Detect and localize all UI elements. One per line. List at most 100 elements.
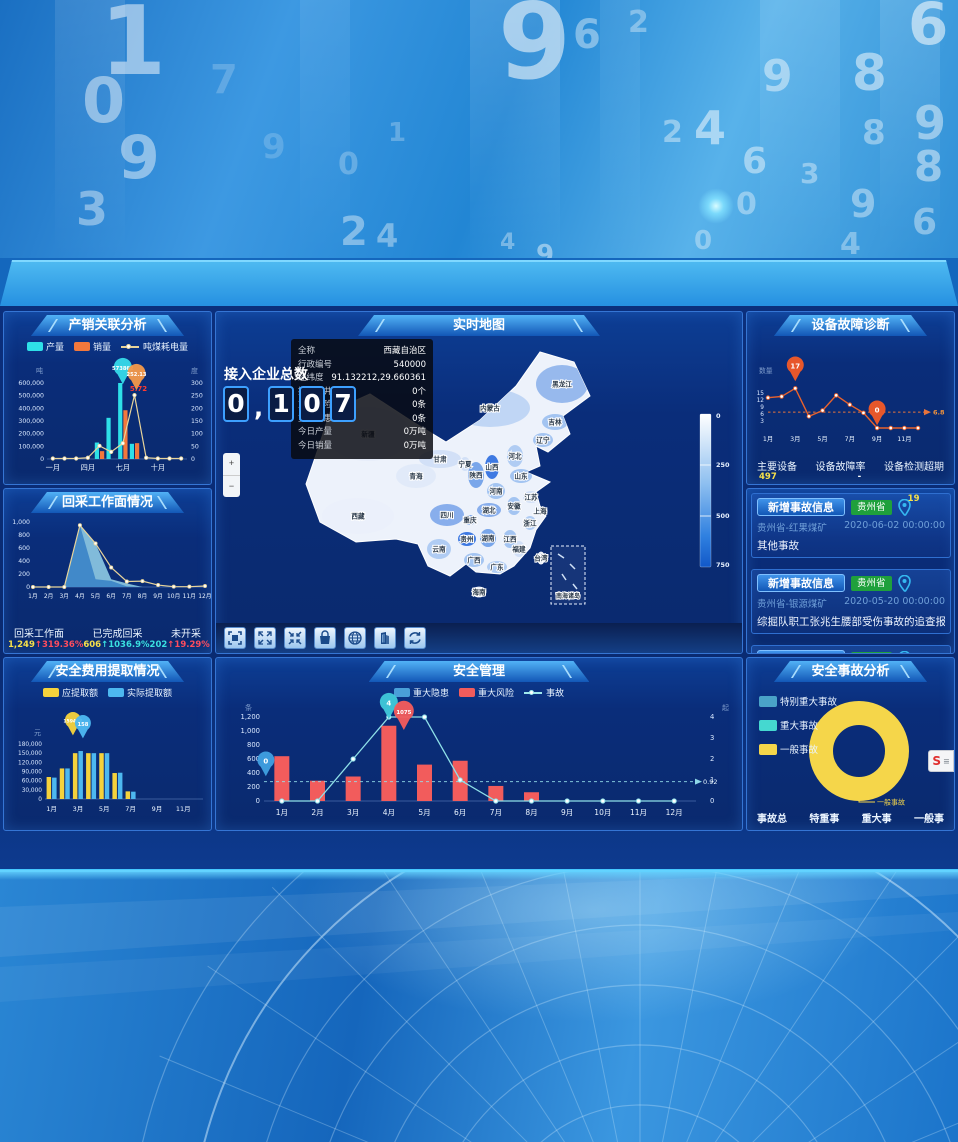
bar-sales[interactable]	[135, 443, 140, 459]
province-area-广东[interactable]	[487, 561, 507, 573]
map-province-label[interactable]: 云南	[431, 543, 447, 554]
new-accident-button[interactable]: 新增事故信息	[757, 498, 845, 516]
bar-production[interactable]	[94, 442, 99, 459]
refresh-icon[interactable]	[404, 627, 426, 649]
province-area-青海[interactable]	[396, 464, 436, 488]
map-province-label[interactable]: 黑龙江	[551, 378, 573, 389]
province-area-河南[interactable]	[487, 483, 505, 499]
map-province-label[interactable]: 宁夏	[457, 458, 473, 469]
map-province-label[interactable]: 河南	[488, 485, 504, 496]
bar-due[interactable]	[72, 753, 78, 799]
chart-safety-management[interactable]: 条 起 0 200 400 600 800 1,000 1,200 0 1 2 3 4 0.92 1月 2月 3月…	[218, 692, 742, 831]
bar-actual[interactable]	[104, 753, 110, 799]
new-accident-button[interactable]: 新增事故信息	[757, 574, 845, 592]
legend-item[interactable]: 应提取额	[42, 686, 98, 699]
province-area-江苏[interactable]	[523, 491, 539, 503]
map-province-label[interactable]: 西藏	[350, 510, 366, 521]
map-province-label[interactable]: 台湾	[533, 552, 549, 563]
province-area-辽宁[interactable]	[533, 433, 553, 447]
bar-major-risk[interactable]	[524, 792, 539, 801]
building-icon[interactable]	[374, 627, 396, 649]
map-province-label[interactable]: 湖北	[481, 504, 497, 515]
province-area-宁夏[interactable]	[460, 457, 470, 471]
accident-card[interactable]: 新增事故信息 贵州省 19 贵州省-红果煤矿 2020-06-02 00:00:00 其他…	[751, 493, 951, 558]
bar-actual[interactable]	[65, 768, 70, 799]
map-province-label[interactable]: 上海	[532, 505, 548, 516]
province-area-江西[interactable]	[503, 530, 517, 548]
bar-production[interactable]	[129, 443, 134, 459]
bar-major-risk[interactable]	[274, 756, 290, 801]
map-province-label[interactable]: 内蒙古	[479, 402, 501, 413]
province-area-福建[interactable]	[513, 541, 525, 557]
bar-actual[interactable]	[131, 791, 136, 799]
province-area-云南[interactable]	[427, 539, 451, 559]
province-area-重庆[interactable]	[464, 515, 476, 525]
map-province-label[interactable]: 福建	[510, 543, 527, 554]
bar-production[interactable]	[106, 417, 111, 459]
bar-due[interactable]	[112, 773, 117, 799]
location-pin-icon[interactable]	[897, 574, 911, 592]
bar-due[interactable]	[46, 777, 52, 799]
map-province-label[interactable]: 安徽	[506, 500, 522, 511]
legend-item[interactable]: 重大风险	[458, 686, 514, 699]
map-province-label[interactable]: 浙江	[522, 517, 538, 528]
province-area-湖南[interactable]	[480, 529, 496, 547]
map-zoom-out-button[interactable]: −	[223, 476, 240, 498]
map-province-label[interactable]: 吉林	[547, 416, 563, 427]
province-area-湖北[interactable]	[477, 503, 501, 517]
province-area-黑龙江[interactable]	[536, 365, 588, 403]
bar-major-risk[interactable]	[381, 725, 397, 801]
chart-production-sales[interactable]: 吨 度 0 100,000 200,000 300,000 400,000 500,000 60…	[5, 353, 211, 485]
province-area-吉林[interactable]	[542, 414, 568, 430]
bag-icon[interactable]	[314, 627, 336, 649]
legend-item[interactable]: 实际提取额	[108, 686, 172, 699]
map-province-label[interactable]: 山西	[484, 461, 500, 472]
bar-production[interactable]	[118, 383, 123, 459]
bar-sales[interactable]	[100, 451, 105, 459]
bar-actual[interactable]	[52, 777, 57, 799]
map-province-label[interactable]: 山东	[513, 470, 529, 481]
bar-major-risk[interactable]	[417, 764, 432, 801]
bar-major-risk[interactable]	[345, 776, 361, 802]
map-province-label[interactable]: 江苏	[523, 491, 539, 502]
province-area-陕西[interactable]	[468, 462, 484, 488]
bar-actual[interactable]	[91, 753, 97, 799]
new-accident-button[interactable]: 新增事故信息	[757, 650, 845, 653]
map-province-label[interactable]: 青海	[408, 470, 424, 481]
province-area-西藏[interactable]	[322, 498, 394, 534]
province-area-山东[interactable]	[510, 469, 532, 483]
map-province-label[interactable]: 甘肃	[432, 453, 448, 464]
province-area-浙江[interactable]	[524, 516, 536, 530]
map-province-label[interactable]: 广西	[466, 554, 482, 565]
legend-item[interactable]: 重大隐患	[393, 686, 449, 699]
province-area-贵州[interactable]	[458, 532, 476, 546]
floating-widget[interactable]: S ≡	[928, 750, 954, 772]
map-province-label[interactable]: 陕西	[468, 469, 484, 480]
fullscreen-icon[interactable]	[224, 627, 246, 649]
location-pin-icon[interactable]	[898, 650, 911, 653]
map-province-label[interactable]: 河北	[507, 450, 523, 461]
bar-actual[interactable]	[117, 772, 123, 799]
bar-due[interactable]	[86, 753, 91, 799]
map-province-label[interactable]: 广东	[489, 561, 505, 572]
legend-item[interactable]: 一般事故	[759, 742, 837, 756]
map-province-label[interactable]: 贵州	[459, 533, 475, 544]
province-area-山西[interactable]	[485, 455, 499, 479]
map-province-label[interactable]: 四川	[439, 510, 454, 520]
accident-card[interactable]: 新增事故信息 贵州省 贵州省-银源煤矿 2020-05-20 00:00:00 综掘队职…	[751, 569, 951, 634]
location-pin-icon[interactable]: 19	[897, 494, 920, 516]
legend-item[interactable]: 销量	[73, 340, 111, 353]
globe-icon[interactable]	[344, 627, 366, 649]
map-province-label[interactable]: 江西	[502, 533, 518, 544]
map-province-label[interactable]: 重庆	[462, 514, 478, 525]
bar-major-risk[interactable]	[488, 785, 504, 801]
province-area-安徽[interactable]	[507, 497, 521, 515]
province-area-河北[interactable]	[507, 445, 523, 467]
province-area-四川[interactable]	[430, 504, 464, 526]
chart-safety-fee[interactable]: 元 0 30,000 60,000 90,000 120,000 150,000 180,00…	[5, 699, 211, 829]
legend-item[interactable]: 产量	[26, 340, 64, 353]
accident-card[interactable]: 新增事故信息 贵州省	[751, 645, 951, 653]
province-area-广西[interactable]	[464, 553, 484, 567]
bar-due[interactable]	[99, 753, 104, 799]
chart-accident-donut[interactable]: 一般事故	[747, 684, 954, 824]
